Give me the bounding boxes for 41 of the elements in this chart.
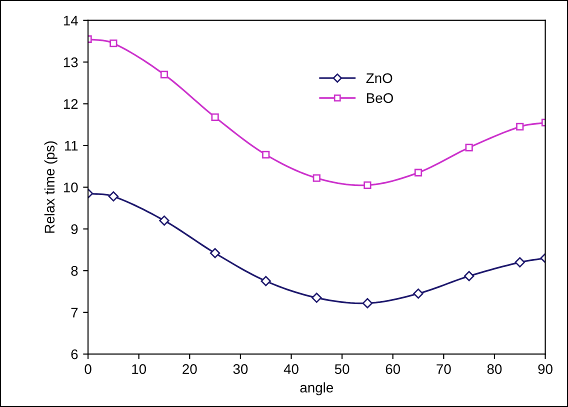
point: [160, 70, 168, 78]
x-tick-label: 90: [538, 364, 552, 374]
y-tick-label: 8: [71, 266, 78, 276]
x-tick-label: 20: [182, 364, 197, 374]
y-tick-label: 14: [64, 16, 78, 26]
y-tick-label: 9: [71, 224, 78, 234]
point: [312, 174, 320, 182]
x-tick-label: 50: [334, 364, 350, 374]
x-tick-label: 70: [436, 364, 451, 374]
y-tick-label: 13: [64, 57, 78, 68]
point: [210, 248, 220, 258]
point: [110, 39, 118, 48]
y-tick-label: 10: [64, 182, 78, 192]
point: [414, 168, 422, 176]
legend-label: BeO: [366, 93, 393, 103]
point: [413, 288, 424, 299]
point: [362, 298, 373, 308]
x-tick-label: 0: [84, 364, 92, 374]
point: [260, 276, 271, 286]
x-tick-label: 40: [284, 364, 298, 374]
point: [464, 270, 474, 282]
y-tick-label: 7: [71, 308, 78, 318]
point: [159, 215, 170, 226]
y-tick-label: 12: [64, 99, 78, 109]
x-tick-label: 80: [487, 364, 502, 374]
y-axis-title: Relax time (ps): [44, 141, 58, 233]
point: [262, 150, 270, 158]
point: [364, 181, 372, 189]
point: [514, 257, 525, 268]
y-tick-label: 11: [64, 140, 78, 151]
point: [516, 122, 524, 131]
point: [211, 113, 219, 121]
x-tick-label: 60: [386, 364, 400, 374]
point: [108, 191, 119, 202]
point: [312, 292, 322, 303]
x-tick-label: 30: [233, 364, 248, 374]
legend-label: ZnO: [366, 73, 392, 84]
x-axis-title: angle: [300, 382, 334, 396]
point: [465, 144, 473, 152]
x-tick-label: 10: [132, 364, 146, 374]
y-tick-label: 6: [71, 349, 78, 360]
